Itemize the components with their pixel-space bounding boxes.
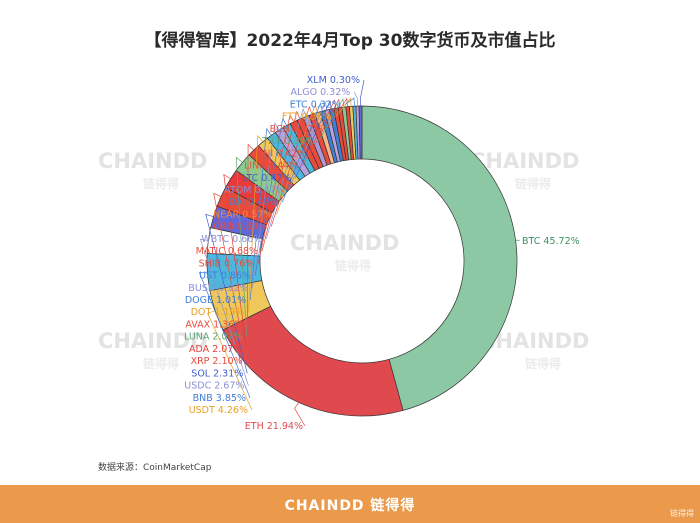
watermark-subtext: 链得得 [515, 176, 551, 191]
source-note: 数据来源：CoinMarketCap [98, 463, 212, 473]
data-label-usdt: USDT 4.26% [189, 405, 248, 416]
leader-line [354, 92, 358, 107]
data-label-shib: SHIB 0.76% [199, 258, 255, 269]
footer-bar: CHAINDD 链得得 链得得 [0, 485, 700, 523]
footer-mark: 链得得 [670, 509, 694, 518]
watermark-text: CHAINDD [290, 231, 400, 255]
data-label-ftt: FTT 0.36% [282, 112, 332, 123]
data-label-dot: DOT 1.19% [191, 307, 245, 318]
data-label-etc: ETC 0.32% [290, 99, 341, 110]
leader-line [326, 97, 348, 130]
data-label-doge: DOGE 1.01% [185, 295, 246, 306]
leader-line [257, 113, 294, 264]
data-label-cro: CRO 0.63% [213, 222, 267, 233]
leader-line [235, 156, 247, 337]
leader-line [295, 100, 332, 178]
data-label-busd: BUSD 0.92% [188, 283, 248, 294]
leader-line [344, 97, 355, 107]
footer-logo: CHAINDD 链得得 [284, 498, 416, 514]
leader-line [207, 310, 253, 411]
leader-line [223, 173, 247, 349]
watermark-subtext: 链得得 [143, 356, 179, 371]
leader-line [248, 134, 264, 313]
leader-line-layer [198, 79, 520, 427]
leader-line [252, 122, 280, 288]
leader-line [270, 105, 313, 227]
chart-title: 【得得智库】2022年4月Top 30数字货币及市值占比 [144, 31, 556, 51]
leader-line [294, 402, 306, 427]
leader-line [282, 102, 323, 203]
data-label-xrp: XRP 2.10% [191, 356, 243, 367]
watermark-text: CHAINDD [470, 149, 580, 173]
leader-line [205, 213, 248, 374]
data-label-usdc: USDC 2.67% [184, 381, 244, 392]
leader-line [213, 192, 247, 362]
slice-eth [222, 305, 404, 417]
leader-line [266, 107, 307, 239]
data-label-bch: BCH 0.37% [270, 124, 323, 135]
data-label-link: LINK 0.44% [244, 161, 299, 172]
data-label-wbtc: WBTC 0.66% [201, 234, 262, 245]
data-label-avax: AVAX 1.36% [185, 319, 243, 330]
data-label-sol: SOL 2.31% [191, 368, 243, 379]
data-label-uni: UNI 0.42% [256, 148, 306, 159]
leader-line [246, 143, 254, 325]
watermark-layer: CHAINDD 链得得 CHAINDD 链得得 CHAINDD 链得得 CHAINDD 链得得… [98, 149, 590, 371]
data-label-xlm: XLM 0.30% [307, 75, 360, 86]
data-label-luna: LUNA 2.07% [184, 332, 243, 343]
data-label-algo: ALGO 0.32% [290, 87, 350, 98]
label-layer: BTC 45.72%ETH 21.94%USDT 4.26%BNB 3.85%U… [184, 75, 580, 432]
data-label-trx: TRX 0.39% [261, 136, 314, 147]
watermark-subtext: 链得得 [335, 258, 371, 273]
leader-line [288, 101, 328, 191]
leader-line [360, 79, 365, 107]
data-label-eth: ETH 21.94% [245, 421, 303, 432]
data-label-ltc: LTC 0.47% [242, 173, 291, 184]
slice-xlm [358, 105, 363, 160]
data-label-bnb: BNB 3.85% [193, 393, 246, 404]
data-label-dai: DAI 0.49% [229, 197, 279, 208]
watermark-subtext: 链得得 [143, 176, 179, 191]
watermark-text: CHAINDD [98, 149, 208, 173]
leader-line [276, 103, 318, 215]
leader-line [198, 271, 251, 398]
leader-line [261, 110, 301, 252]
leader-line [254, 117, 287, 276]
leader-line [318, 98, 345, 142]
data-label-matic: MATIC 0.68% [196, 246, 258, 257]
donut-chart: CHAINDD 链得得 CHAINDD 链得得 CHAINDD 链得得 CHAINDD 链得得… [98, 75, 590, 432]
leader-line [249, 127, 272, 301]
leader-line [199, 238, 249, 386]
data-label-near: NEAR 0.57% [213, 209, 272, 220]
data-label-ada: ADA 2.07% [189, 344, 242, 355]
slice-btc [361, 105, 518, 411]
data-label-atom: ATOM 0.47% [224, 185, 284, 196]
data-label-btc: BTC 45.72% [522, 236, 580, 247]
leader-line [335, 97, 352, 117]
watermark-subtext: 链得得 [525, 356, 561, 371]
watermark-text: CHAINDD [98, 329, 208, 353]
data-label-ust: UST 0.86% [199, 271, 251, 282]
